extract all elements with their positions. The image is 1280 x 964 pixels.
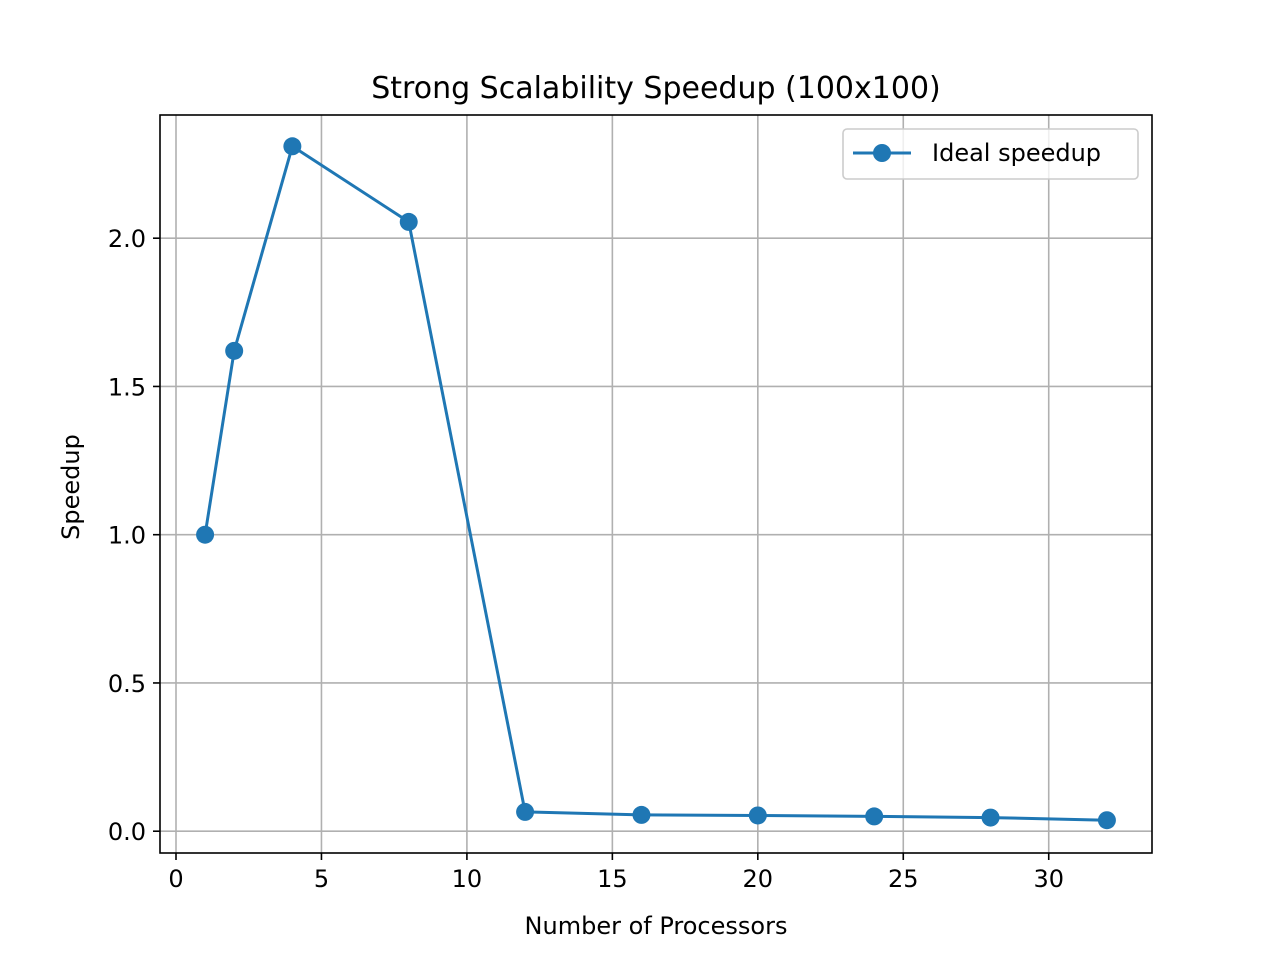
data-point [1097, 811, 1116, 830]
x-tick-label: 20 [743, 865, 774, 893]
chart-title: Strong Scalability Speedup (100x100) [371, 71, 941, 106]
data-point [399, 212, 418, 231]
x-tick-label: 25 [888, 865, 919, 893]
legend-series-label: Ideal speedup [932, 139, 1101, 167]
data-point [632, 805, 651, 824]
y-tick-label: 0.5 [108, 670, 146, 698]
axis-ticks: 0 5 10 15 20 25 30 0.0 0.5 1.0 1.5 2.0 [108, 225, 1064, 893]
x-tick-label: 30 [1033, 865, 1064, 893]
data-point [283, 137, 302, 156]
y-tick-label: 1.0 [108, 522, 146, 550]
legend-box [842, 128, 1139, 180]
x-tick-label: 10 [452, 865, 483, 893]
plot-area-frame [159, 114, 1153, 854]
y-tick-label: 2.0 [108, 225, 146, 253]
data-point [748, 806, 767, 825]
x-tick-label: 5 [314, 865, 329, 893]
series-line [203, 144, 1107, 822]
data-point [196, 525, 215, 544]
data-point [225, 341, 244, 360]
data-point [516, 802, 535, 821]
x-tick-label: 15 [597, 865, 628, 893]
x-tick-label: 0 [168, 865, 183, 893]
series-layer [196, 137, 1116, 830]
y-tick-label: 1.5 [108, 373, 146, 401]
legend-series-marker [873, 144, 891, 162]
y-tick-label: 0.0 [108, 818, 146, 846]
data-point [865, 807, 884, 826]
grid-lines [160, 115, 1152, 853]
x-axis-label: Number of Processors [525, 912, 788, 940]
data-point [981, 808, 1000, 827]
y-axis-label: Speedup [57, 434, 85, 540]
legend: Ideal speedup [842, 128, 1139, 180]
